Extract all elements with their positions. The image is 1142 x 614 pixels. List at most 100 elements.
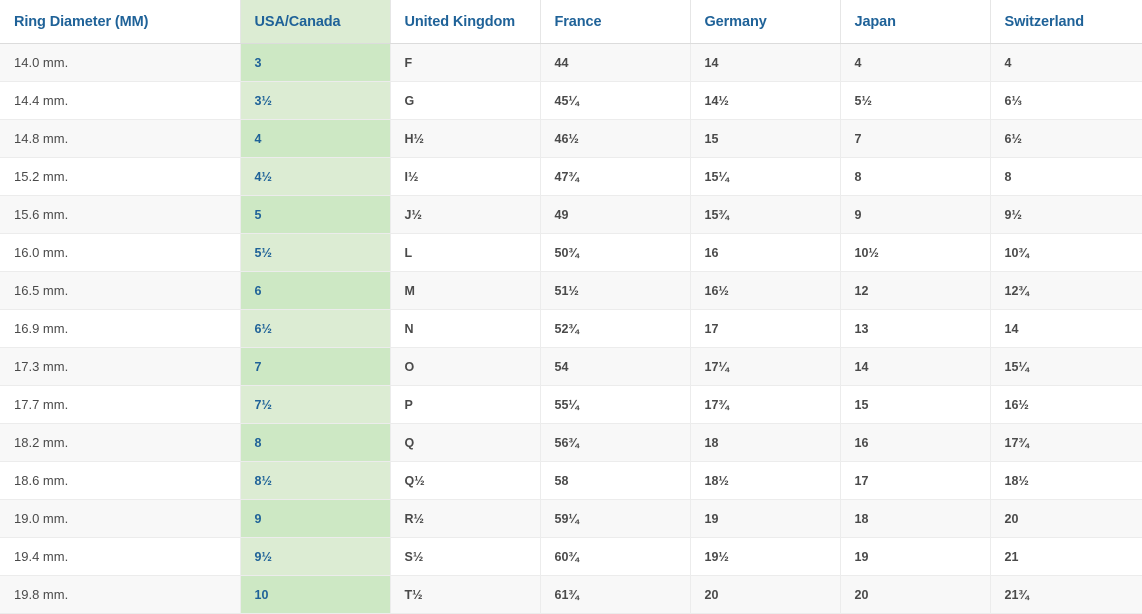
cell-size-value: 61¾ bbox=[540, 575, 691, 614]
cell-size-value: 17¾ bbox=[990, 423, 1142, 462]
cell-size-value: 4½ bbox=[240, 157, 391, 196]
cell-size-value: I½ bbox=[390, 157, 541, 196]
cell-size-value: 7 bbox=[840, 119, 991, 158]
cell-size-value: 5½ bbox=[240, 233, 391, 272]
column-header-germany[interactable]: Germany bbox=[690, 0, 841, 44]
cell-size-value: 4 bbox=[240, 119, 391, 158]
cell-size-value: 10 bbox=[240, 575, 391, 614]
cell-size-value: 52¾ bbox=[540, 309, 691, 348]
cell-size-value: 59¼ bbox=[540, 499, 691, 538]
table-row: 14.8 mm. 4 H½ 46½ 15 7 6½ bbox=[0, 119, 1142, 158]
cell-size-value: 54 bbox=[540, 347, 691, 386]
cell-size-value: 10½ bbox=[840, 233, 991, 272]
column-header-japan[interactable]: Japan bbox=[840, 0, 991, 44]
cell-size-value: 10¾ bbox=[990, 233, 1142, 272]
cell-size-value: 7½ bbox=[240, 385, 391, 424]
table-row: 14.0 mm. 3 F 44 14 4 4 bbox=[0, 43, 1142, 82]
cell-size-value: 19½ bbox=[690, 537, 841, 576]
table-row: 15.2 mm. 4½ I½ 47¾ 15¼ 8 8 bbox=[0, 157, 1142, 196]
cell-size-value: 44 bbox=[540, 43, 691, 82]
cell-size-value: P bbox=[390, 385, 541, 424]
cell-size-value: 4 bbox=[840, 43, 991, 82]
cell-size-value: 17¼ bbox=[690, 347, 841, 386]
cell-size-value: 16 bbox=[690, 233, 841, 272]
table-row: 16.0 mm. 5½ L 50¾ 16 10½ 10¾ bbox=[0, 233, 1142, 272]
cell-size-value: 47¾ bbox=[540, 157, 691, 196]
cell-ring-diameter: 14.4 mm. bbox=[0, 81, 241, 120]
cell-ring-diameter: 19.8 mm. bbox=[0, 575, 241, 614]
cell-size-value: 46½ bbox=[540, 119, 691, 158]
table-row: 17.7 mm. 7½ P 55¼ 17¾ 15 16½ bbox=[0, 385, 1142, 424]
column-header-usa-canada[interactable]: USA/Canada bbox=[240, 0, 391, 44]
cell-size-value: 19 bbox=[840, 537, 991, 576]
table-row: 17.3 mm. 7 O 54 17¼ 14 15¼ bbox=[0, 347, 1142, 386]
cell-size-value: 20 bbox=[840, 575, 991, 614]
cell-size-value: 18 bbox=[690, 423, 841, 462]
cell-size-value: 18½ bbox=[690, 461, 841, 500]
cell-size-value: 12¾ bbox=[990, 271, 1142, 310]
cell-size-value: 14 bbox=[690, 43, 841, 82]
cell-size-value: 60¾ bbox=[540, 537, 691, 576]
cell-ring-diameter: 16.5 mm. bbox=[0, 271, 241, 310]
cell-size-value: 20 bbox=[690, 575, 841, 614]
cell-size-value: 6½ bbox=[990, 119, 1142, 158]
cell-size-value: 6⅓ bbox=[990, 81, 1142, 120]
cell-size-value: O bbox=[390, 347, 541, 386]
cell-size-value: 17 bbox=[690, 309, 841, 348]
cell-ring-diameter: 15.2 mm. bbox=[0, 157, 241, 196]
cell-ring-diameter: 18.2 mm. bbox=[0, 423, 241, 462]
cell-size-value: 17¾ bbox=[690, 385, 841, 424]
cell-size-value: F bbox=[390, 43, 541, 82]
cell-size-value: 51½ bbox=[540, 271, 691, 310]
cell-size-value: 15 bbox=[840, 385, 991, 424]
cell-size-value: 12 bbox=[840, 271, 991, 310]
column-header-united-kingdom[interactable]: United Kingdom bbox=[390, 0, 541, 44]
cell-size-value: 3 bbox=[240, 43, 391, 82]
cell-ring-diameter: 19.4 mm. bbox=[0, 537, 241, 576]
cell-size-value: 14 bbox=[840, 347, 991, 386]
cell-size-value: 16 bbox=[840, 423, 991, 462]
cell-size-value: 20 bbox=[990, 499, 1142, 538]
table-row: 15.6 mm. 5 J½ 49 15¾ 9 9½ bbox=[0, 195, 1142, 234]
cell-size-value: 8½ bbox=[240, 461, 391, 500]
cell-size-value: 15¾ bbox=[690, 195, 841, 234]
cell-size-value: 18½ bbox=[990, 461, 1142, 500]
cell-size-value: 14½ bbox=[690, 81, 841, 120]
column-header-ring-diameter-mm[interactable]: Ring Diameter (MM) bbox=[0, 0, 241, 44]
cell-size-value: R½ bbox=[390, 499, 541, 538]
cell-ring-diameter: 16.9 mm. bbox=[0, 309, 241, 348]
cell-size-value: Q bbox=[390, 423, 541, 462]
cell-size-value: 9 bbox=[840, 195, 991, 234]
column-header-switzerland[interactable]: Switzerland bbox=[990, 0, 1142, 44]
cell-size-value: 15¼ bbox=[690, 157, 841, 196]
cell-size-value: 15 bbox=[690, 119, 841, 158]
cell-size-value: 16½ bbox=[990, 385, 1142, 424]
cell-size-value: T½ bbox=[390, 575, 541, 614]
cell-size-value: 9 bbox=[240, 499, 391, 538]
cell-size-value: 45¼ bbox=[540, 81, 691, 120]
cell-size-value: 56¾ bbox=[540, 423, 691, 462]
cell-size-value: 4 bbox=[990, 43, 1142, 82]
cell-size-value: 5½ bbox=[840, 81, 991, 120]
cell-size-value: 6 bbox=[240, 271, 391, 310]
cell-size-value: 16½ bbox=[690, 271, 841, 310]
cell-size-value: 6½ bbox=[240, 309, 391, 348]
cell-ring-diameter: 16.0 mm. bbox=[0, 233, 241, 272]
table-row: 19.8 mm. 10 T½ 61¾ 20 20 21¾ bbox=[0, 575, 1142, 614]
table-row: 16.5 mm. 6 M 51½ 16½ 12 12¾ bbox=[0, 271, 1142, 310]
cell-size-value: 58 bbox=[540, 461, 691, 500]
cell-size-value: J½ bbox=[390, 195, 541, 234]
cell-size-value: 14 bbox=[990, 309, 1142, 348]
table-row: 14.4 mm. 3½ G 45¼ 14½ 5½ 6⅓ bbox=[0, 81, 1142, 120]
cell-size-value: 9½ bbox=[240, 537, 391, 576]
cell-ring-diameter: 17.7 mm. bbox=[0, 385, 241, 424]
cell-size-value: 8 bbox=[990, 157, 1142, 196]
cell-ring-diameter: 14.8 mm. bbox=[0, 119, 241, 158]
cell-size-value: 49 bbox=[540, 195, 691, 234]
cell-ring-diameter: 14.0 mm. bbox=[0, 43, 241, 82]
cell-size-value: 19 bbox=[690, 499, 841, 538]
cell-size-value: 7 bbox=[240, 347, 391, 386]
column-header-france[interactable]: France bbox=[540, 0, 691, 44]
cell-size-value: 18 bbox=[840, 499, 991, 538]
cell-ring-diameter: 15.6 mm. bbox=[0, 195, 241, 234]
